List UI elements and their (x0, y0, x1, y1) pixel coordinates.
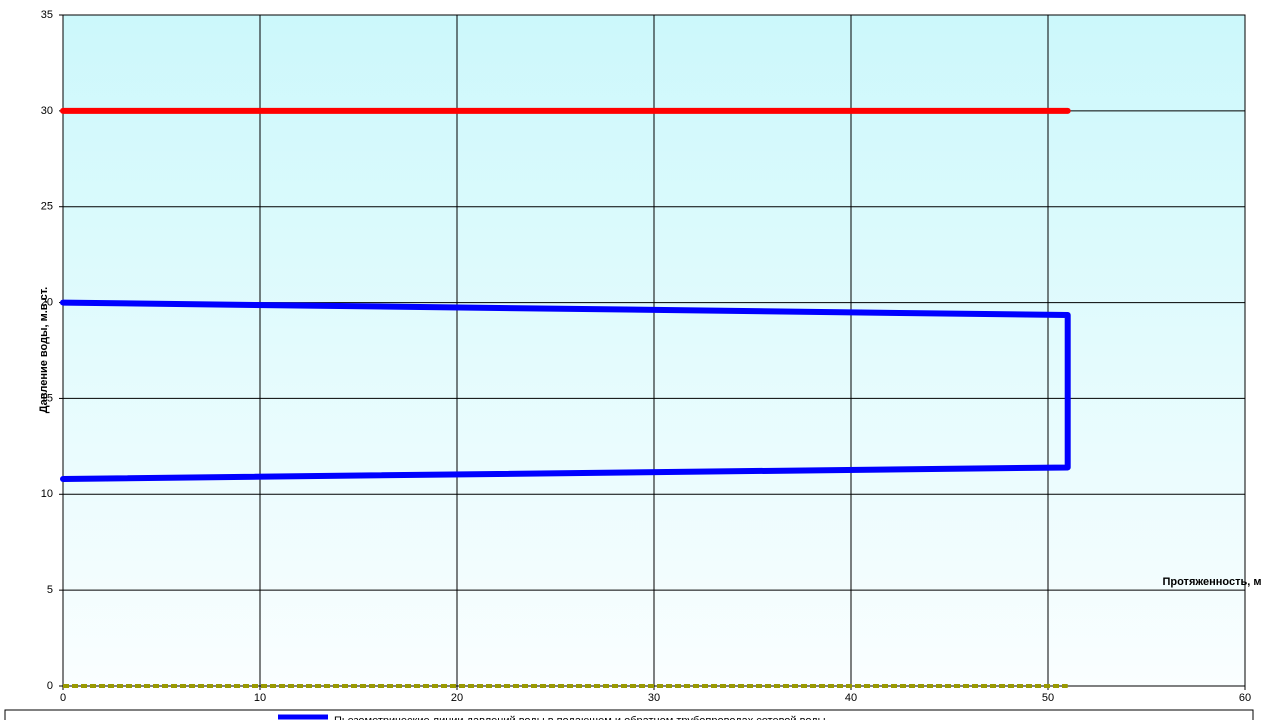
x-tick-label: 30 (648, 692, 660, 704)
x-tick-label: 20 (451, 692, 463, 704)
y-tick-label: 5 (47, 584, 53, 596)
y-tick-label: 20 (41, 296, 53, 308)
y-tick-label: 25 (41, 201, 53, 213)
legend-label: Пьезометрические линии давлений воды в п… (334, 715, 826, 720)
x-tick-label: 10 (254, 692, 266, 704)
x-tick-label: 40 (845, 692, 857, 704)
y-tick-label: 15 (41, 392, 53, 404)
x-tick-label: 50 (1042, 692, 1054, 704)
y-tick-label: 30 (41, 105, 53, 117)
y-axis-label: Давление воды, м.в.ст. (38, 287, 50, 413)
y-tick-label: 10 (41, 488, 53, 500)
series-line (60, 299, 1071, 482)
y-tick-label: 35 (41, 9, 53, 21)
x-tick-label: 0 (60, 692, 66, 704)
x-axis-label: Протяженность, м (1162, 576, 1261, 588)
y-tick-label: 0 (47, 680, 53, 692)
x-tick-label: 60 (1239, 692, 1251, 704)
